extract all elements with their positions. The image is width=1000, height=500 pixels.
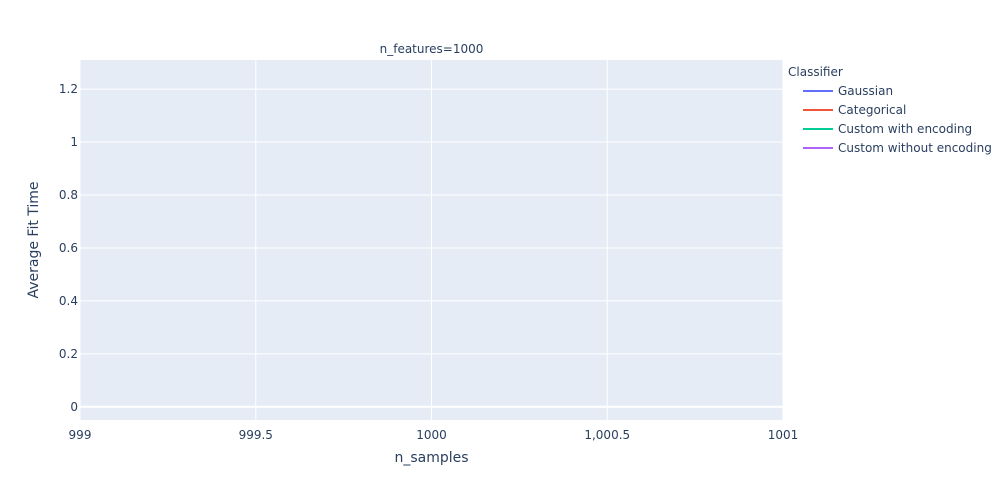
x-axis-title: n_samples xyxy=(394,450,468,466)
x-tick-label: 999.5 xyxy=(239,428,273,442)
legend-label: Custom without encoding xyxy=(838,141,992,155)
legend-label: Categorical xyxy=(838,103,906,117)
legend-item[interactable]: Custom without encoding xyxy=(803,141,992,155)
y-tick-label: 0 xyxy=(70,400,78,414)
y-tick-labels: 0 0.2 0.4 0.6 0.8 1 1.2 xyxy=(59,82,78,414)
legend-label: Custom with encoding xyxy=(838,122,972,136)
y-tick-label: 0.2 xyxy=(59,347,78,361)
x-tick-labels: 999 999.5 1000 1,000.5 1001 xyxy=(69,428,799,442)
legend-item[interactable]: Gaussian xyxy=(803,84,893,98)
facet-title: n_features=1000 xyxy=(380,42,484,56)
y-tick-label: 1 xyxy=(70,135,78,149)
y-axis-title: Average Fit Time xyxy=(26,181,42,298)
x-tick-label: 1000 xyxy=(416,428,447,442)
y-tick-label: 0.4 xyxy=(59,294,78,308)
x-tick-label: 999 xyxy=(69,428,92,442)
grid xyxy=(79,60,784,420)
x-tick-label: 1001 xyxy=(768,428,799,442)
x-tick-label: 1,000.5 xyxy=(584,428,630,442)
legend-title: Classifier xyxy=(788,65,843,79)
legend-item[interactable]: Custom with encoding xyxy=(803,122,972,136)
legend-label: Gaussian xyxy=(838,84,893,98)
legend-item[interactable]: Categorical xyxy=(803,103,906,117)
legend: Classifier Gaussian Categorical Custom wit… xyxy=(788,65,992,155)
y-tick-label: 0.8 xyxy=(59,188,78,202)
y-tick-label: 1.2 xyxy=(59,82,78,96)
y-tick-label: 0.6 xyxy=(59,241,78,255)
